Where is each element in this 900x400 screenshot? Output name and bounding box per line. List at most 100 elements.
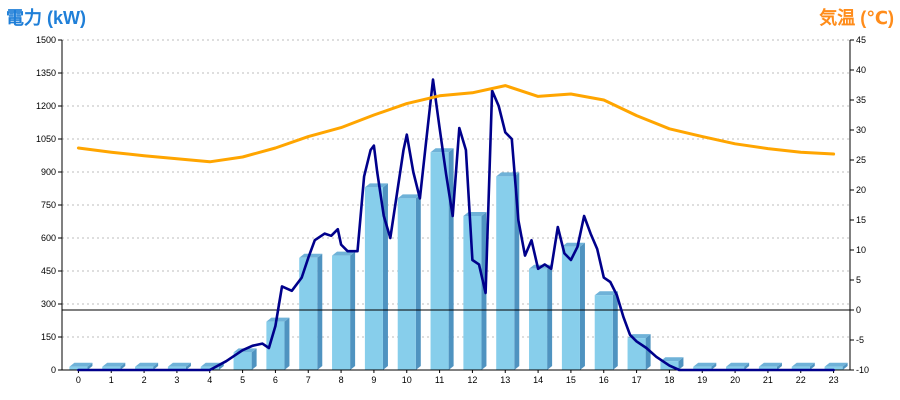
- bar-top-1: [102, 362, 126, 367]
- x-tick-label-20: 20: [730, 375, 740, 385]
- x-tick-label-22: 22: [796, 375, 806, 385]
- bar-top-22: [791, 362, 815, 367]
- bar-face-11: [430, 152, 449, 370]
- x-tick-label-9: 9: [371, 375, 376, 385]
- right-tick-label-1: -5: [856, 335, 864, 345]
- bar-23: [824, 362, 848, 370]
- x-tick-label-4: 4: [207, 375, 212, 385]
- x-tick-label-21: 21: [763, 375, 773, 385]
- x-tick-label-10: 10: [402, 375, 412, 385]
- bar-side-18: [678, 357, 684, 370]
- bar-face-20: [726, 366, 745, 370]
- right-tick-label-10: 40: [856, 65, 866, 75]
- x-tick-label-15: 15: [566, 375, 576, 385]
- x-tick-label-8: 8: [339, 375, 344, 385]
- bar-side-11: [448, 148, 454, 370]
- bar-face-0: [69, 366, 88, 370]
- bar-top-6: [266, 317, 290, 322]
- bar-face-14: [529, 268, 548, 370]
- left-axis-title: 電力 (kW): [6, 8, 86, 28]
- tick-labels: 01503004506007509001050120013501500-10-5…: [36, 35, 869, 385]
- bar-face-4: [200, 366, 219, 370]
- bar-side-23: [842, 362, 848, 370]
- bar-face-7: [299, 257, 318, 370]
- right-tick-label-11: 45: [856, 35, 866, 45]
- bar-face-6: [266, 321, 285, 370]
- x-tick-label-23: 23: [829, 375, 839, 385]
- x-tick-label-0: 0: [76, 375, 81, 385]
- bar-1: [102, 362, 126, 370]
- x-tick-label-18: 18: [664, 375, 674, 385]
- bar-19: [693, 362, 717, 370]
- bar-side-10: [415, 194, 421, 370]
- bar-face-10: [397, 198, 416, 370]
- x-tick-label-16: 16: [599, 375, 609, 385]
- bar-side-17: [645, 334, 651, 370]
- bar-21: [758, 362, 782, 370]
- bar-17: [627, 334, 651, 370]
- bar-3: [167, 362, 191, 370]
- bar-side-0: [87, 362, 93, 370]
- bar-side-22: [809, 362, 815, 370]
- x-tick-label-19: 19: [697, 375, 707, 385]
- right-tick-label-5: 15: [856, 215, 866, 225]
- axes: [58, 39, 854, 373]
- x-tick-label-5: 5: [240, 375, 245, 385]
- bar-face-1: [102, 366, 121, 370]
- right-tick-label-3: 5: [856, 275, 861, 285]
- bar-side-14: [547, 264, 553, 370]
- bar-7: [299, 253, 323, 370]
- right-tick-label-0: -10: [856, 365, 869, 375]
- bar-side-16: [612, 291, 618, 370]
- bar-top-0: [69, 362, 93, 367]
- x-tick-label-12: 12: [467, 375, 477, 385]
- bar-side-19: [711, 362, 717, 370]
- bar-top-10: [397, 194, 421, 199]
- right-tick-label-4: 10: [856, 245, 866, 255]
- bar-top-8: [332, 251, 356, 256]
- bar-face-13: [496, 176, 515, 370]
- bar-2: [135, 362, 159, 370]
- x-tick-label-3: 3: [174, 375, 179, 385]
- x-tick-label-17: 17: [632, 375, 642, 385]
- bar-top-23: [824, 362, 848, 367]
- bar-10: [397, 194, 421, 370]
- bar-side-3: [185, 362, 191, 370]
- bar-20: [726, 362, 750, 370]
- bar-face-12: [463, 216, 482, 370]
- bar-side-8: [350, 251, 356, 370]
- bar-face-19: [693, 366, 712, 370]
- bar-side-2: [153, 362, 159, 370]
- bar-12: [463, 212, 487, 370]
- bar-side-6: [284, 317, 290, 370]
- bar-face-21: [758, 366, 777, 370]
- bar-face-17: [627, 338, 646, 370]
- x-tick-label-6: 6: [273, 375, 278, 385]
- bar-face-9: [364, 187, 383, 370]
- bar-14: [529, 264, 553, 370]
- bar-side-5: [251, 348, 257, 370]
- bar-11: [430, 148, 454, 370]
- x-tick-label-1: 1: [109, 375, 114, 385]
- bar-16: [594, 291, 618, 370]
- bar-side-7: [317, 253, 323, 370]
- bar-0: [69, 362, 93, 370]
- left-tick-label-8: 1200: [36, 101, 56, 111]
- bar-face-8: [332, 255, 351, 370]
- x-tick-label-13: 13: [500, 375, 510, 385]
- bar-face-15: [561, 246, 580, 370]
- left-tick-label-5: 750: [41, 200, 56, 210]
- bar-face-22: [791, 366, 810, 370]
- bar-9: [364, 183, 388, 370]
- left-tick-label-1: 150: [41, 332, 56, 342]
- left-tick-label-3: 450: [41, 266, 56, 276]
- bar-top-9: [364, 183, 388, 188]
- temperature-line: [76, 84, 836, 164]
- left-tick-label-7: 1050: [36, 134, 56, 144]
- right-tick-label-9: 35: [856, 95, 866, 105]
- bar-side-21: [776, 362, 782, 370]
- bar-top-21: [758, 362, 782, 367]
- left-tick-label-6: 900: [41, 167, 56, 177]
- left-tick-label-2: 300: [41, 299, 56, 309]
